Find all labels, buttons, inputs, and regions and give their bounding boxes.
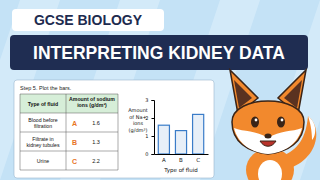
y-tick-label: 0 <box>145 151 148 157</box>
subject: GCSE BIOLOGY <box>34 12 143 28</box>
y-axis-line <box>152 101 155 155</box>
text-line: ions (g/dm³) <box>77 102 107 108</box>
subject-pill <box>12 9 164 31</box>
y-tick-mark <box>152 154 155 155</box>
x-tick-label: B <box>179 157 183 163</box>
x-tick: B <box>179 154 183 163</box>
table: Type of fluid Amount of sodiumions (g/dm³… <box>20 94 118 170</box>
y-tick: 0 <box>145 151 154 157</box>
bar <box>193 114 204 154</box>
table-border <box>20 94 118 95</box>
row-letter: B <box>72 139 77 146</box>
table-row-bg <box>20 132 118 151</box>
fox-belly <box>258 160 282 180</box>
column-header: Amount of sodiumions (g/dm³) <box>69 96 115 108</box>
x-tick-label: C <box>196 157 200 163</box>
fox-nose <box>265 134 272 139</box>
fox-eye <box>251 117 259 128</box>
table-row-bg <box>20 113 118 132</box>
row-value: 2.2 <box>92 158 100 164</box>
fox-head <box>232 101 304 154</box>
row-letter: A <box>72 120 77 127</box>
y-tick-mark <box>152 118 155 119</box>
text-line: kidney tubules <box>26 142 60 148</box>
text-line: Amount <box>128 107 148 113</box>
fox-cheeks <box>234 128 302 154</box>
table-border <box>20 170 118 171</box>
x-axis: A B C <box>155 154 209 163</box>
fox-mouth <box>260 141 276 146</box>
table-border <box>20 151 118 152</box>
fox-tail-tip <box>308 116 315 140</box>
column-header: Type of fluid <box>28 101 58 107</box>
y-tick: 1 <box>145 133 154 139</box>
chart: Amountof Na+ions(g/dm³) Type of fluid 0 1 2 3… <box>128 97 208 174</box>
y-tick-mark <box>152 100 155 101</box>
table-row-bg <box>20 151 118 170</box>
y-tick-label: 1 <box>145 133 148 139</box>
x-tick: C <box>196 154 200 163</box>
x-tick: A <box>162 154 166 163</box>
text-line: Type of fluid <box>28 101 58 107</box>
row-value: 1.6 <box>92 120 100 126</box>
bar <box>158 125 169 154</box>
fox-eye <box>277 117 285 128</box>
y-tick-label: 2 <box>145 115 148 121</box>
step: Step 5. Plot the bars. <box>20 85 72 91</box>
row-label: Blood beforefiltration <box>28 117 58 129</box>
title-banner <box>10 35 308 70</box>
x-tick-label: A <box>162 157 166 163</box>
y-tick: 2 <box>145 115 154 121</box>
background <box>0 0 320 180</box>
fox-eye-shine <box>281 119 284 122</box>
bar <box>175 131 186 154</box>
row-label: Urine <box>37 158 50 164</box>
table-header-bg <box>20 94 118 113</box>
title: INTERPRETING KIDNEY DATA <box>33 43 285 63</box>
x-axis-line <box>155 154 209 155</box>
row-label: Filtrate inkidney tubules <box>26 136 60 148</box>
background-fill <box>0 0 320 180</box>
text-line: Urine <box>37 158 50 164</box>
y-tick-label: 3 <box>145 97 148 103</box>
fox-mascot <box>230 70 316 180</box>
table-border <box>20 113 118 114</box>
bars <box>158 114 203 154</box>
text-line: of Na+ <box>129 114 146 120</box>
y-axis: 0 1 2 3 <box>145 97 154 157</box>
card-bg <box>14 80 214 178</box>
text-line: filtration <box>34 123 52 129</box>
card: Step 5. Plot the bars.Type of fluidAmoun… <box>14 80 214 178</box>
thumbnail: GCSE BIOLOGY INTERPRETING KIDNEY DATA Step… <box>0 0 320 180</box>
y-axis-title: Amountof Na+ions(g/dm³) <box>128 107 148 134</box>
row-value: 1.3 <box>92 139 100 145</box>
table-border <box>20 132 118 133</box>
y-tick: 3 <box>145 97 154 103</box>
y-tick-mark <box>152 136 155 137</box>
text-line: ions <box>133 120 144 126</box>
x-axis-title: Type of fluid <box>163 167 197 174</box>
row-letter: C <box>72 158 77 165</box>
fox-eye-shine <box>255 119 258 122</box>
